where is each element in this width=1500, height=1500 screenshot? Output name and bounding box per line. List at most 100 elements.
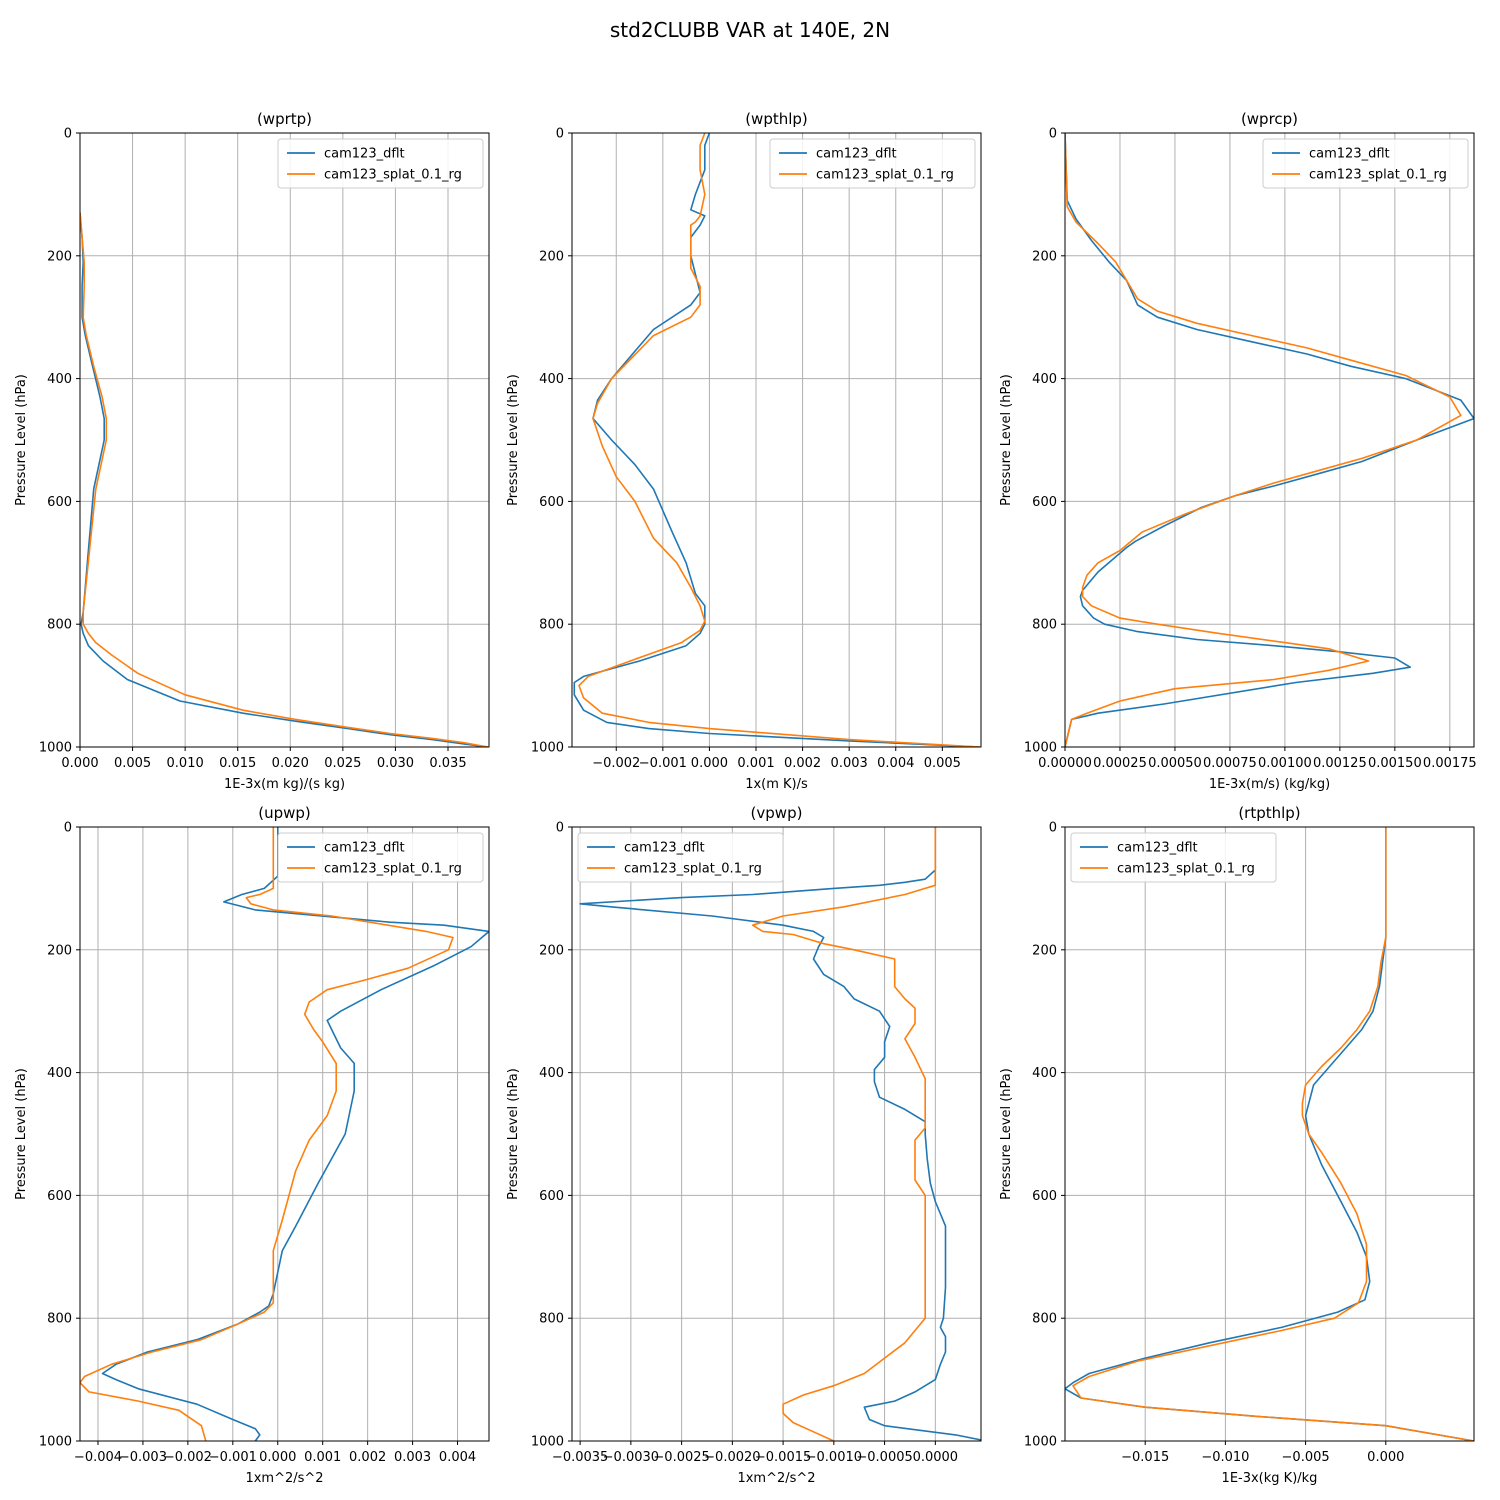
- panel-title: (wpthlp): [745, 110, 808, 128]
- panel-title: (wprcp): [1241, 110, 1298, 128]
- legend-label: cam123_dflt: [624, 841, 705, 856]
- x-tick-label: 0.005: [114, 756, 151, 771]
- legend: cam123_dflt cam123_splat_0.1_rg: [769, 138, 976, 189]
- x-tick-label: 0.002: [349, 1450, 386, 1465]
- legend-label: cam123_splat_0.1_rg: [816, 168, 954, 183]
- legend-label: cam123_dflt: [1309, 147, 1390, 162]
- panel-4: −0.0035−0.0030−0.0025−0.0020−0.0015−0.00…: [506, 804, 982, 1486]
- series-line-cam123_splat_0.1_rg: [1065, 133, 1462, 747]
- y-tick-label: 400: [539, 372, 564, 387]
- legend-box: [277, 138, 484, 189]
- x-tick-label: −0.0035: [552, 1450, 608, 1465]
- panel-title: (rtpthlp): [1238, 804, 1300, 822]
- x-tick-label: 0.003: [831, 756, 868, 771]
- x-tick-label: 0.00125: [1313, 756, 1367, 771]
- x-tick-label: 0.000: [61, 756, 98, 771]
- y-tick-label: 0: [64, 821, 72, 836]
- y-tick-label: 600: [47, 1189, 72, 1204]
- series-line-cam123_splat_0.1_rg: [80, 212, 489, 747]
- series-line-cam123_splat_0.1_rg: [80, 827, 454, 1441]
- y-tick-label: 0: [556, 821, 564, 836]
- plot-frame: [571, 132, 982, 748]
- x-tick-label: 0.00175: [1423, 756, 1477, 771]
- y-tick-label: 800: [1032, 1312, 1057, 1327]
- panel-title: (upwp): [258, 804, 311, 822]
- panel-1: −0.002−0.001 0.000 0.001 0.002 0.003 0.004 0.0…: [506, 110, 982, 792]
- x-tick-label: −0.001: [209, 1450, 257, 1465]
- legend-box: [277, 832, 484, 883]
- x-tick-label: 0.010: [167, 756, 204, 771]
- legend-label: cam123_splat_0.1_rg: [1309, 168, 1447, 183]
- series-line-cam123_dflt: [579, 827, 981, 1441]
- plot-frame: [571, 826, 982, 1442]
- x-tick-label: 0.00150: [1368, 756, 1422, 771]
- legend: cam123_dflt cam123_splat_0.1_rg: [1070, 832, 1277, 883]
- y-tick-label: 800: [47, 618, 72, 633]
- y-tick-label: 0: [64, 127, 72, 142]
- panel-title: (wprtp): [257, 110, 312, 128]
- x-tick-label: −0.015: [1121, 1450, 1169, 1465]
- x-tick-label: 0.00100: [1258, 756, 1312, 771]
- y-axis-label: Pressure Level (hPa): [506, 1068, 521, 1200]
- y-axis-label: Pressure Level (hPa): [999, 1068, 1014, 1200]
- legend-box: [1262, 138, 1469, 189]
- series-line-cam123_dflt: [101, 827, 489, 1441]
- y-tick-label: 800: [539, 1312, 564, 1327]
- legend-label: cam123_dflt: [324, 147, 405, 162]
- y-tick-label: 400: [47, 1066, 72, 1081]
- x-tick-label: 0.000: [1367, 1450, 1404, 1465]
- x-axis-label: 1E-3x(kg K)/kg: [1222, 1471, 1318, 1486]
- y-tick-label: 0: [556, 127, 564, 142]
- y-tick-label: 200: [539, 249, 564, 264]
- plot-frame: [79, 826, 490, 1442]
- series-line-cam123_dflt: [1065, 133, 1474, 747]
- plot-frame: [1064, 826, 1475, 1442]
- legend: cam123_dflt cam123_splat_0.1_rg: [277, 832, 484, 883]
- x-tick-label: −0.004: [74, 1450, 122, 1465]
- x-tick-label: 0.030: [377, 756, 414, 771]
- x-tick-label: 0.0000: [913, 1450, 959, 1465]
- x-tick-label: −0.0010: [806, 1450, 862, 1465]
- y-tick-label: 600: [1032, 495, 1057, 510]
- x-tick-label: 0.025: [324, 756, 361, 771]
- x-tick-label: −0.010: [1201, 1450, 1249, 1465]
- x-tick-label: 0.00025: [1093, 756, 1147, 771]
- x-axis-label: 1xm^2/s^2: [737, 1471, 815, 1486]
- x-tick-label: −0.0005: [856, 1450, 912, 1465]
- y-axis-label: Pressure Level (hPa): [506, 374, 521, 506]
- panel-3: −0.004−0.003−0.002−0.001 0.000 0.001 0.002 0…: [14, 804, 490, 1486]
- figure-title: std2CLUBB VAR at 140E, 2N: [610, 18, 890, 42]
- x-tick-label: 0.004: [877, 756, 914, 771]
- y-axis-label: Pressure Level (hPa): [14, 374, 29, 506]
- plot-frame: [79, 132, 490, 748]
- legend-box: [1070, 832, 1277, 883]
- y-tick-label: 200: [1032, 943, 1057, 958]
- x-tick-label: −0.0030: [603, 1450, 659, 1465]
- series-line-cam123_splat_0.1_rg: [578, 133, 980, 747]
- legend: cam123_dflt cam123_splat_0.1_rg: [1262, 138, 1469, 189]
- y-tick-label: 0: [1049, 821, 1057, 836]
- x-tick-label: 0.002: [784, 756, 821, 771]
- x-tick-label: −0.0020: [704, 1450, 760, 1465]
- legend: cam123_dflt cam123_splat_0.1_rg: [277, 138, 484, 189]
- y-tick-label: 600: [539, 1189, 564, 1204]
- legend-label: cam123_splat_0.1_rg: [324, 862, 462, 877]
- y-axis-label: Pressure Level (hPa): [999, 374, 1014, 506]
- y-tick-label: 600: [1032, 1189, 1057, 1204]
- x-axis-label: 1xm^2/s^2: [245, 1471, 323, 1486]
- x-tick-label: 0.005: [924, 756, 961, 771]
- y-tick-label: 0: [1049, 127, 1057, 142]
- panel-title: (vpwp): [751, 804, 803, 822]
- y-tick-label: 200: [1032, 249, 1057, 264]
- panel-2: 0.00000 0.00025 0.00050 0.00075 0.00100 0.001…: [999, 110, 1477, 792]
- x-axis-label: 1E-3x(m/s) (kg/kg): [1209, 777, 1330, 792]
- x-tick-label: 0.000: [691, 756, 728, 771]
- legend-box: [577, 832, 784, 883]
- panel-5: −0.015 −0.010 −0.005 0.000 0 200 400 600 800 1000…: [999, 804, 1475, 1486]
- y-tick-label: 200: [539, 943, 564, 958]
- series-line-cam123_splat_0.1_rg: [1072, 827, 1474, 1441]
- y-tick-label: 800: [47, 1312, 72, 1327]
- x-tick-label: 0.00075: [1203, 756, 1257, 771]
- series-line-cam123_dflt: [573, 133, 980, 747]
